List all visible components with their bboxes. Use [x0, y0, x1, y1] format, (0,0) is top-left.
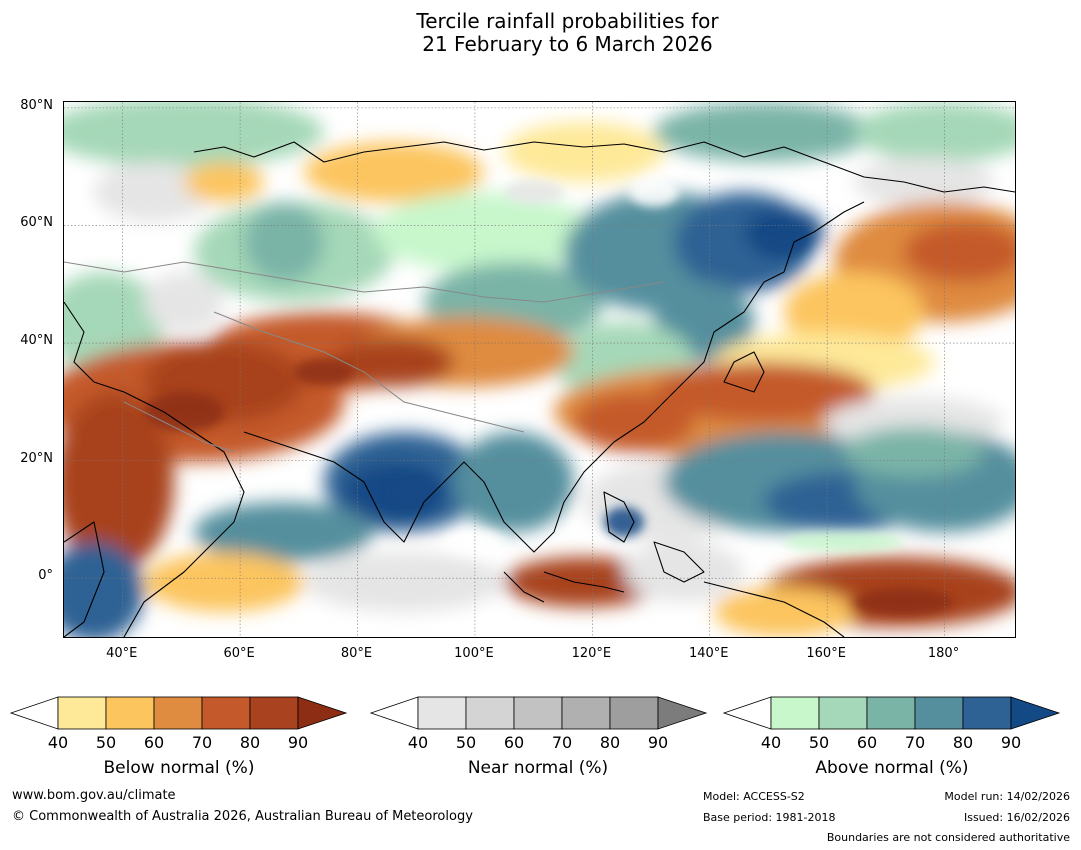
- website-link[interactable]: www.bom.gov.au/climate: [12, 788, 176, 803]
- latitude-tick-label: 60°N: [20, 215, 53, 231]
- colorbar-below-normal-swatches: [9, 696, 348, 730]
- colorbar-swatch: [57, 696, 107, 730]
- colorbar-tick-label: 50: [95, 733, 117, 752]
- coastlines: [64, 141, 1015, 637]
- title-line-1: Tercile rainfall probabilities for: [416, 9, 719, 33]
- colorbar-tick-label: 40: [760, 733, 782, 752]
- longitude-tick-label: 120°E: [571, 646, 612, 661]
- colorbar-tick-label: 40: [47, 733, 69, 752]
- colorbar-lower-extend: [722, 696, 772, 730]
- colorbar-tick-label: 70: [191, 733, 213, 752]
- colorbar-tick-label: 60: [143, 733, 165, 752]
- boundaries-disclaimer: Boundaries are not considered authoritat…: [826, 831, 1070, 844]
- map-canvas: [64, 102, 1015, 637]
- colorbar-above-normal-swatches: [722, 696, 1061, 730]
- colorbar-tick-label: 90: [1000, 733, 1022, 752]
- colorbar-swatch: [417, 696, 467, 730]
- base-period: Base period: 1981-2018: [703, 811, 836, 824]
- colorbar-swatch: [914, 696, 964, 730]
- colorbar-lower-extend: [9, 696, 59, 730]
- latitude-tick-label: 0°: [38, 568, 53, 584]
- colorbar-tick-label: 70: [904, 733, 926, 752]
- rainfall-probability-map[interactable]: [63, 101, 1016, 638]
- political-boundaries: [64, 261, 665, 453]
- colorbar-swatch: [105, 696, 155, 730]
- colorbar-tick-label: 60: [856, 733, 878, 752]
- longitude-tick-label: 140°E: [688, 646, 729, 661]
- colorbar-below-normal-label: Below normal (%): [103, 758, 255, 778]
- model-run-date: Model run: 14/02/2026: [944, 790, 1070, 803]
- latitude-tick-label: 20°N: [20, 450, 53, 466]
- colorbar-below-normal: [9, 696, 350, 736]
- colorbar-swatch: [866, 696, 916, 730]
- latitude-tick-label: 40°N: [20, 333, 53, 349]
- colorbar-swatch: [513, 696, 563, 730]
- colorbar-near-normal: [369, 696, 710, 736]
- longitude-tick-label: 100°E: [454, 646, 494, 661]
- longitude-tick-label: 40°E: [106, 646, 138, 661]
- colorbar-swatch: [561, 696, 611, 730]
- model-name: Model: ACCESS-S2: [703, 790, 805, 803]
- colorbar-upper-extend: [657, 696, 708, 730]
- colorbar-tick-label: 80: [239, 733, 261, 752]
- colorbar-upper-extend: [1010, 696, 1061, 730]
- title-line-2: 21 February to 6 March 2026: [422, 32, 713, 56]
- latitude-tick-label: 80°N: [20, 97, 53, 113]
- colorbar-swatch: [818, 696, 868, 730]
- colorbar-tick-label: 50: [455, 733, 477, 752]
- colorbar-swatch: [153, 696, 203, 730]
- longitude-tick-label: 60°E: [223, 646, 255, 661]
- colorbar-tick-label: 40: [407, 733, 429, 752]
- colorbar-above-normal-label: Above normal (%): [815, 758, 969, 778]
- colorbar-swatch: [249, 696, 299, 730]
- colorbar-above-normal: [722, 696, 1063, 736]
- longitude-tick-label: 180°: [927, 646, 960, 661]
- longitude-tick-label: 80°E: [340, 646, 373, 661]
- colorbar-swatch: [770, 696, 820, 730]
- colorbar-tick-label: 50: [808, 733, 830, 752]
- colorbar-tick-label: 60: [503, 733, 525, 752]
- graticule-lines: [64, 102, 1015, 637]
- colorbar-swatch: [201, 696, 251, 730]
- colorbar-near-normal-label: Near normal (%): [467, 758, 609, 778]
- colorbar-tick-label: 80: [952, 733, 974, 752]
- colorbar-upper-extend: [297, 696, 348, 730]
- colorbar-tick-label: 80: [599, 733, 621, 752]
- colorbar-tick-label: 90: [287, 733, 309, 752]
- colorbar-tick-label: 90: [647, 733, 669, 752]
- copyright-text: © Commonwealth of Australia 2026, Austra…: [12, 809, 473, 824]
- colorbar-near-normal-swatches: [369, 696, 708, 730]
- colorbar-tick-label: 70: [551, 733, 573, 752]
- colorbar-swatch: [962, 696, 1012, 730]
- issued-date: Issued: 16/02/2026: [963, 811, 1070, 824]
- colorbar-swatch: [609, 696, 659, 730]
- colorbar-swatch: [465, 696, 515, 730]
- longitude-tick-label: 160°E: [806, 646, 846, 661]
- map-title: Tercile rainfall probabilities for 21 Fe…: [0, 10, 1081, 56]
- colorbar-lower-extend: [369, 696, 419, 730]
- probability-field: [64, 102, 1015, 637]
